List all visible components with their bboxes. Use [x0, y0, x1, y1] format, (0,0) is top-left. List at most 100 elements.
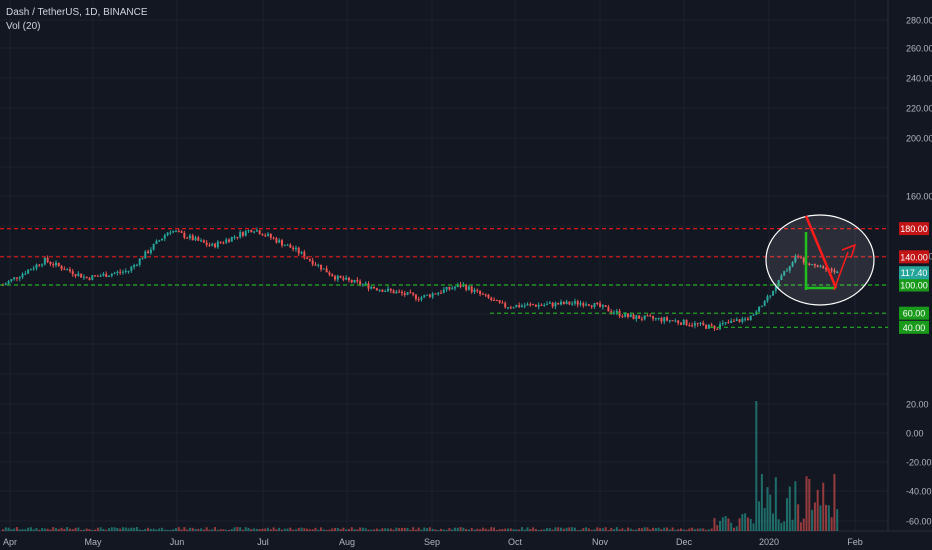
- candle-body: [194, 237, 197, 241]
- candle-body: [666, 317, 669, 321]
- candle-body: [297, 247, 300, 254]
- volume-bar: [52, 527, 55, 531]
- volume-bar: [635, 529, 638, 531]
- volume-bar: [38, 529, 41, 531]
- candle-body: [105, 273, 108, 277]
- volume-bar: [356, 529, 359, 531]
- volume-bar: [576, 529, 579, 531]
- volume-bar: [359, 527, 362, 531]
- volume-bar: [121, 527, 124, 531]
- volume-bar: [272, 527, 275, 531]
- candle-body: [437, 292, 440, 295]
- candle-body: [640, 318, 643, 320]
- candle-body: [328, 272, 331, 275]
- candle-body: [610, 311, 613, 313]
- candle-body: [387, 288, 390, 291]
- candle-body: [367, 283, 370, 289]
- volume-bar: [440, 528, 443, 531]
- candle-body: [537, 304, 540, 307]
- volume-bar: [626, 527, 629, 531]
- volume-bar: [186, 529, 189, 531]
- candle-body: [227, 239, 230, 242]
- volume-bar: [677, 529, 680, 531]
- x-tick-label: Aug: [339, 537, 355, 547]
- candle-body: [423, 295, 426, 298]
- volume-bar: [91, 529, 94, 531]
- candle-body: [473, 289, 476, 293]
- volume-bar: [403, 527, 406, 531]
- candle-body: [724, 322, 727, 324]
- volume-bar: [400, 527, 403, 531]
- level-label-bg: [899, 306, 929, 320]
- candle-body: [46, 257, 49, 262]
- candle-body: [462, 284, 465, 287]
- volume-bar: [177, 527, 180, 531]
- volume-bar: [459, 527, 462, 531]
- candle-body: [311, 260, 314, 265]
- volume-bar: [314, 527, 317, 531]
- volume-bar: [520, 527, 523, 531]
- candle-body: [506, 307, 509, 309]
- x-tick-label: Feb: [847, 537, 863, 547]
- candle-body: [643, 315, 646, 320]
- volume-bar: [350, 527, 353, 531]
- candle-body: [576, 301, 579, 305]
- volume-bar: [663, 527, 666, 531]
- candle-body: [822, 266, 825, 268]
- volume-bar: [504, 528, 507, 531]
- volume-bar: [375, 528, 378, 531]
- volume-bar: [172, 529, 175, 531]
- candle-body: [161, 238, 164, 241]
- candle-body: [158, 240, 161, 242]
- volume-bar: [191, 527, 194, 531]
- candle-body: [431, 293, 434, 297]
- volume-bar: [702, 528, 705, 531]
- candle-body: [403, 293, 406, 295]
- candle-body: [169, 232, 172, 234]
- horizontal-levels: 180.00 140.00 100.00 60.00 40.00: [0, 222, 929, 334]
- candle-body: [615, 310, 618, 313]
- volume-bar: [68, 528, 71, 531]
- candle-body: [247, 230, 250, 232]
- candle-body: [688, 325, 691, 327]
- volume-bar: [791, 519, 794, 531]
- volume-bar: [493, 527, 496, 531]
- candle-body: [730, 320, 733, 323]
- volume-bar: [618, 529, 621, 531]
- candle-body: [264, 235, 267, 237]
- volume-bar: [526, 527, 529, 531]
- candle-body: [668, 320, 671, 322]
- volume-bar: [10, 529, 13, 531]
- volume-bar: [336, 528, 339, 531]
- candle-body: [626, 313, 629, 317]
- volume-bar: [490, 527, 493, 531]
- volume-bar: [2, 529, 4, 531]
- volume-bar: [63, 528, 66, 531]
- volume-bar: [32, 529, 35, 531]
- candle-body: [373, 286, 376, 289]
- volume-bar: [74, 527, 77, 531]
- volume-bar: [437, 529, 440, 531]
- candle-body: [211, 243, 214, 246]
- volume-bar: [730, 522, 733, 531]
- volume-bar: [808, 478, 811, 531]
- candle-body: [744, 318, 747, 320]
- candle-body: [652, 316, 655, 319]
- volume-bar: [562, 528, 565, 531]
- candle-body: [191, 235, 194, 241]
- grid-lines: [0, 0, 888, 531]
- volume-bar: [66, 527, 69, 531]
- candle-body: [77, 273, 80, 277]
- volume-bar: [347, 528, 350, 531]
- volume-bar: [571, 527, 574, 531]
- candle-body: [523, 305, 526, 307]
- candle-body: [314, 264, 317, 266]
- volume-bar: [308, 529, 311, 531]
- candle-body: [752, 314, 755, 316]
- candle-body: [819, 266, 822, 268]
- volume-bar: [216, 529, 219, 531]
- volume-bar: [688, 528, 691, 531]
- volume-bar: [481, 527, 484, 531]
